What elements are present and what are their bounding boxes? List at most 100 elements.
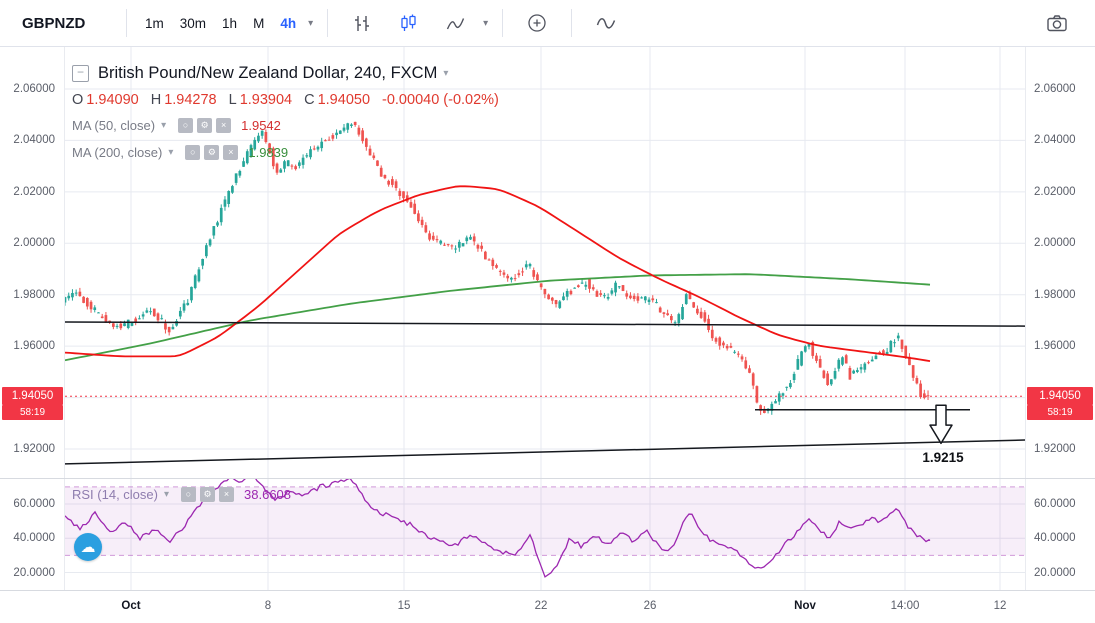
interval-button-group: 1m 30m 1h M 4h	[137, 11, 304, 36]
chart-style-chevron-icon[interactable]: ▾	[483, 17, 489, 29]
axis-tick-label: 40.0000	[13, 532, 55, 545]
axis-tick-label: 2.00000	[13, 237, 55, 250]
axis-tick-label: 40.0000	[1034, 532, 1076, 545]
rsi-chevron-icon[interactable]: ▾	[163, 489, 170, 500]
trendline-2[interactable]	[65, 439, 1025, 465]
ma200-settings-icon[interactable]: ⚙	[204, 145, 220, 160]
ohlc-label-C: C	[304, 92, 315, 108]
axis-tick-label: 2.02000	[1034, 185, 1076, 198]
ohlc-value-L: 1.93904	[239, 92, 293, 108]
time-tick-label: 8	[264, 600, 272, 612]
rsi-remove-icon[interactable]: ×	[219, 487, 235, 502]
ma200-legend-row: MA (200, close) ▾ ○ ⚙ × 1.9839	[72, 139, 499, 166]
bar-countdown-badge-right: 58:19	[1027, 405, 1093, 420]
indicator-legend-rows: MA (50, close) ▾ ○ ⚙ × 1.9542 MA (200, close) ▾…	[72, 112, 499, 166]
rsi-settings-icon[interactable]: ⚙	[200, 487, 216, 502]
candles	[65, 121, 930, 415]
time-tick-label: 26	[643, 600, 657, 612]
ma50-legend-row: MA (50, close) ▾ ○ ⚙ × 1.9542	[72, 112, 499, 139]
time-tick-label: 14:00	[890, 600, 920, 612]
trendline-1[interactable]	[65, 321, 1025, 327]
title-chevron-icon[interactable]: ▾	[443, 67, 449, 79]
toolbar-separator	[571, 9, 573, 37]
axis-tick-label: 2.00000	[1034, 237, 1076, 250]
price-chart-canvas[interactable]	[65, 47, 1025, 478]
interval-button-M[interactable]: M	[253, 15, 265, 31]
cloud-idea-badge[interactable]: ☁	[74, 533, 102, 561]
rsi-visibility-icon[interactable]: ○	[181, 487, 197, 502]
interval-button-4h[interactable]: 4h	[280, 15, 297, 31]
time-scale[interactable]: Oct 8 15 22 26 Nov 14:00 12	[0, 590, 1095, 623]
change-value: -0.00040 (-0.02%)	[382, 92, 499, 108]
area-chart-icon[interactable]	[439, 9, 472, 38]
compare-icon[interactable]	[520, 8, 554, 38]
main-legend: − British Pound/New Zealand Dollar, 240,…	[72, 61, 499, 166]
time-tick-label: Oct	[121, 600, 141, 612]
rsi-legend-row: RSI (14, close) ▾ ○ ⚙ × 38.6608	[72, 481, 291, 508]
down-arrow-annotation[interactable]	[929, 404, 953, 445]
rsi-label[interactable]: RSI (14, close)	[72, 487, 158, 502]
axis-tick-label: 1.92000	[13, 443, 55, 455]
axis-tick-label: 60.0000	[1034, 498, 1076, 510]
chart-title[interactable]: British Pound/New Zealand Dollar, 240, F…	[98, 63, 438, 82]
top-toolbar: GBPNZD 1m 30m 1h M 4h ▾ ▾	[0, 0, 1095, 47]
symbol-button[interactable]: GBPNZD	[22, 14, 86, 32]
axis-tick-label: 2.04000	[13, 134, 55, 147]
time-tick-label: 15	[397, 600, 411, 612]
pane-divider[interactable]	[0, 478, 1095, 479]
ma200-line[interactable]	[65, 273, 931, 362]
ma50-chevron-icon[interactable]: ▾	[161, 120, 167, 131]
toolbar-separator	[126, 9, 127, 37]
ohlc-label-O: O	[72, 92, 84, 108]
ma200-chevron-icon[interactable]: ▾	[168, 147, 174, 158]
chart-area: 2.06000 2.04000 2.02000 2.00000 1.98000 1.960…	[0, 47, 1095, 623]
ma50-value: 1.9542	[241, 118, 281, 133]
axis-tick-label: 1.98000	[1034, 288, 1076, 301]
rsi-value: 38.6608	[244, 487, 292, 502]
time-tick-label: Nov	[794, 600, 816, 612]
rsi-legend: RSI (14, close) ▾ ○ ⚙ × 38.6608	[72, 481, 291, 508]
interval-button-30m[interactable]: 30m	[179, 15, 207, 31]
ma50-line[interactable]	[65, 185, 931, 362]
ma200-value: 1.9839	[248, 145, 289, 160]
camera-icon[interactable]	[1039, 8, 1075, 38]
last-price-badge-right: 1.94050	[1027, 387, 1093, 405]
time-tick-label: 12	[993, 600, 1007, 612]
bar-countdown-badge-left: 58:19	[2, 405, 63, 420]
ma50-visibility-icon[interactable]: ○	[178, 118, 194, 133]
price-target-label[interactable]: 1.9215	[922, 450, 964, 465]
last-price-badge-left: 1.94050	[2, 387, 63, 405]
axis-tick-label: 2.06000	[1034, 83, 1076, 95]
candles-chart-icon[interactable]	[392, 9, 425, 38]
right-price-scale[interactable]: 2.06000 2.04000 2.02000 2.00000 1.98000 1.960…	[1025, 47, 1095, 590]
axis-tick-label: 20.0000	[13, 566, 55, 579]
ma50-label[interactable]: MA (50, close)	[72, 118, 156, 133]
axis-tick-label: 1.96000	[13, 340, 55, 353]
ma50-remove-icon[interactable]: ×	[216, 118, 232, 133]
ohlc-label-L: L	[228, 92, 237, 108]
interval-button-1m[interactable]: 1m	[145, 15, 164, 31]
axis-tick-label: 20.0000	[1034, 566, 1076, 579]
ohlc-row: O 1.94090 H 1.94278 L 1.93904 C 1.94050 -0.00040…	[72, 88, 499, 112]
ma200-remove-icon[interactable]: ×	[223, 145, 239, 160]
ohlc-label-H: H	[150, 92, 162, 108]
line-tool-icon[interactable]	[589, 8, 625, 38]
ma200-label[interactable]: MA (200, close)	[72, 145, 163, 160]
bars-chart-icon[interactable]	[345, 9, 378, 38]
axis-tick-label: 60.0000	[13, 498, 55, 510]
ohlc-value-C: 1.94050	[317, 92, 371, 108]
axis-tick-label: 1.98000	[13, 288, 55, 301]
toolbar-separator	[327, 9, 329, 37]
left-price-scale[interactable]: 2.06000 2.04000 2.02000 2.00000 1.98000 1.960…	[0, 47, 65, 590]
ma50-settings-icon[interactable]: ⚙	[197, 118, 213, 133]
axis-tick-label: 2.06000	[13, 83, 55, 95]
interval-button-1h[interactable]: 1h	[222, 15, 238, 31]
interval-chevron-icon[interactable]: ▾	[308, 17, 314, 29]
collapse-pane-icon[interactable]: −	[72, 64, 89, 82]
axis-tick-label: 1.92000	[1034, 443, 1076, 455]
ma200-visibility-icon[interactable]: ○	[185, 145, 201, 160]
cloud-icon: ☁	[80, 539, 96, 556]
legend-title-row: − British Pound/New Zealand Dollar, 240,…	[72, 61, 499, 85]
axis-tick-label: 2.04000	[1034, 134, 1076, 147]
toolbar-separator	[502, 9, 504, 37]
